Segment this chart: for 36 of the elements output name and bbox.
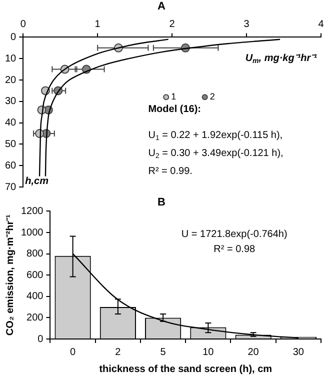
y-tick-label: 20 (5, 74, 17, 86)
legend-label: 1 (171, 92, 176, 102)
y-tick-label: 70 (5, 182, 17, 193)
y-tick-label: 800 (26, 248, 44, 260)
x-tick-label: 20 (248, 346, 260, 358)
y-tick-label: 50 (5, 138, 17, 150)
legend-label: 2 (210, 92, 215, 102)
chart-title: B (158, 196, 166, 209)
y-tick-label: 10 (5, 53, 17, 64)
y-tick-label: 1000 (20, 227, 44, 238)
y-tick-label: 400 (26, 291, 44, 302)
x-tick-label: 4 (318, 18, 324, 30)
y-tick-label: 40 (5, 118, 17, 129)
x-tick-label: 2 (115, 346, 122, 358)
y-tick-label: 0 (10, 32, 17, 43)
x-axis-title: thickness of the sand screen (h), cm (99, 364, 272, 375)
y-tick-label: 200 (26, 312, 44, 324)
x-tick-label: 0 (70, 346, 76, 358)
annotation: Model (16): (148, 104, 202, 115)
x-tick-label: 3 (244, 18, 250, 30)
y-axis-title: CO₂ emission, mg·m⁻²hr⁻¹ (4, 214, 16, 336)
x-tick-label: 5 (160, 346, 166, 358)
y-tick-label: 0 (38, 334, 44, 345)
annotation: R² = 0.99. (148, 166, 192, 177)
y-tick-label: 1200 (20, 206, 44, 217)
annotation: R² = 0.98 (214, 244, 256, 255)
x-tick-label: 30 (292, 346, 304, 358)
x-tick-label: 1 (94, 18, 101, 30)
y-tick-label: 600 (26, 270, 44, 281)
y-axis-title: h,cm (25, 176, 49, 187)
y-tick-label: 60 (5, 160, 17, 172)
y-tick-label: 30 (5, 96, 17, 108)
annotation: U = 1721.8exp(-0.764h) (181, 228, 288, 240)
x-tick-label: 10 (202, 346, 214, 358)
chart-title: A (158, 0, 166, 13)
x-tick-label: 2 (169, 18, 176, 30)
